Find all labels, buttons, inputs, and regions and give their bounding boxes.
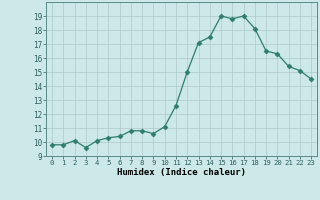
X-axis label: Humidex (Indice chaleur): Humidex (Indice chaleur) (117, 168, 246, 177)
